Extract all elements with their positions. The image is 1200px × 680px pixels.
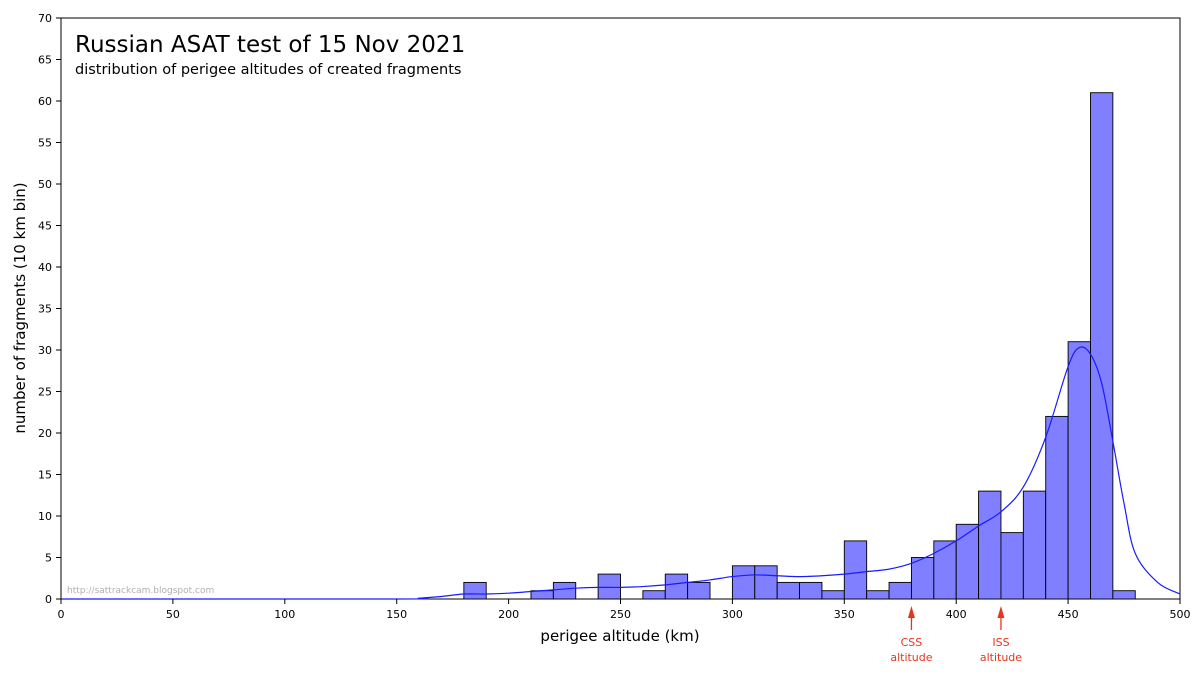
y-tick-label: 70	[38, 12, 52, 25]
y-tick-label: 40	[38, 261, 52, 274]
watermark: http://sattrackcam.blogspot.com	[67, 586, 214, 596]
x-tick-label: 100	[274, 608, 295, 621]
histogram-bar	[955, 523, 980, 600]
y-tick-label: 50	[38, 178, 52, 191]
histogram-bar	[463, 581, 487, 600]
plot-area	[60, 17, 1181, 600]
histogram-bar	[664, 573, 689, 600]
histogram-bar	[754, 565, 778, 600]
x-tick-label: 400	[946, 608, 967, 621]
y-tick-label: 45	[38, 220, 52, 233]
y-axis-label: number of fragments (10 km bin)	[11, 182, 29, 433]
y-tick-label: 5	[45, 552, 52, 565]
histogram-bar	[821, 590, 845, 600]
y-tick-label: 0	[45, 593, 52, 606]
y-tick-label: 10	[38, 510, 52, 523]
x-tick-label: 450	[1058, 608, 1079, 621]
annotation-arrow-head	[907, 606, 915, 618]
x-tick-label: 500	[1170, 608, 1191, 621]
histogram-bar	[530, 590, 554, 600]
histogram-bar	[910, 557, 935, 600]
histogram-bar	[597, 573, 621, 600]
y-tick-label: 60	[38, 95, 52, 108]
annotation-label: altitude	[890, 651, 932, 664]
x-tick-label: 300	[722, 608, 743, 621]
y-tick-label: 65	[38, 54, 52, 67]
x-tick-label: 350	[834, 608, 855, 621]
x-axis-label: perigee altitude (km)	[540, 627, 699, 645]
histogram-bar	[799, 581, 823, 600]
histogram-bar	[776, 581, 800, 600]
histogram-bar	[1090, 92, 1114, 600]
histogram-bar	[731, 565, 756, 600]
y-tick-label: 35	[38, 303, 52, 316]
chart-subtitle: distribution of perigee altitudes of cre…	[75, 62, 461, 78]
y-tick-label: 55	[38, 137, 52, 150]
annotation-arrow-head	[997, 606, 1005, 618]
annotation-label: altitude	[980, 651, 1022, 664]
x-tick-label: 50	[166, 608, 180, 621]
annotation-label: ISS	[992, 636, 1009, 649]
x-tick-label: 150	[386, 608, 407, 621]
histogram-bar	[1067, 341, 1091, 600]
y-tick-label: 30	[38, 344, 52, 357]
histogram-bar	[1112, 590, 1136, 600]
y-tick-label: 20	[38, 427, 52, 440]
histogram-bar	[642, 590, 666, 600]
histogram-bar	[687, 581, 711, 600]
histogram-bar	[978, 490, 1002, 600]
histogram-bar	[1022, 490, 1047, 600]
y-tick-label: 25	[38, 386, 52, 399]
y-tick-label: 15	[38, 469, 52, 482]
histogram-bar	[843, 540, 868, 600]
histogram-bar	[1045, 415, 1069, 600]
histogram-bar	[552, 581, 577, 600]
annotation-label: CSS	[901, 636, 923, 649]
density-curve	[61, 346, 1181, 600]
histogram-bar	[1000, 532, 1024, 600]
chart-title: Russian ASAT test of 15 Nov 2021	[75, 32, 465, 58]
histogram-bar	[933, 540, 957, 600]
x-tick-label: 200	[498, 608, 519, 621]
x-tick-label: 250	[610, 608, 631, 621]
histogram-bar	[888, 581, 912, 600]
histogram-bar	[866, 590, 890, 600]
x-tick-label: 0	[58, 608, 65, 621]
